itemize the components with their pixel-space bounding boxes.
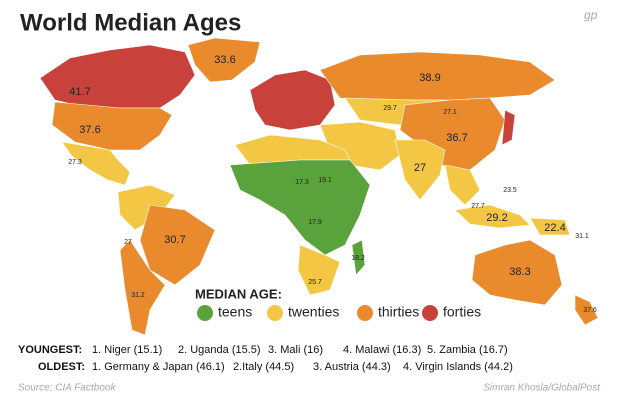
map-label: 31.1 bbox=[575, 233, 589, 240]
map-label: 38.3 bbox=[509, 266, 530, 278]
madagascar bbox=[351, 239, 366, 276]
japan bbox=[501, 109, 516, 146]
map-label: 27 bbox=[124, 239, 132, 246]
map-label: 27.3 bbox=[68, 159, 82, 166]
usa bbox=[51, 101, 173, 151]
africa bbox=[229, 159, 371, 256]
source: Source: CIA Factbook bbox=[18, 383, 116, 394]
legend-label: teens bbox=[218, 304, 252, 320]
legend-swatch bbox=[357, 305, 373, 321]
world-map bbox=[39, 37, 599, 336]
logo: gp bbox=[584, 8, 598, 22]
mexico bbox=[61, 141, 131, 186]
youngest-item: 4. Malawi (16.3) bbox=[343, 344, 421, 356]
map-label: 22.4 bbox=[544, 222, 565, 234]
map-label: 29.7 bbox=[383, 105, 397, 112]
map-label: 27.1 bbox=[443, 109, 457, 116]
map-label: 27 bbox=[414, 162, 426, 174]
oldest-label: OLDEST: bbox=[38, 361, 85, 373]
canada bbox=[39, 44, 196, 109]
indonesia bbox=[454, 204, 531, 229]
oldest-item: 1. Germany & Japan (46.1) bbox=[92, 361, 225, 373]
southeast-asia bbox=[444, 164, 481, 206]
new-zealand bbox=[574, 294, 599, 326]
youngest-list: YOUNGEST: 1. Niger (15.1) 2. Uganda (15.… bbox=[18, 344, 508, 356]
oldest-list: OLDEST: 1. Germany & Japan (46.1) 2.Ital… bbox=[38, 361, 513, 373]
australia bbox=[471, 239, 563, 306]
legend-swatch bbox=[197, 305, 213, 321]
map-label: 27.7 bbox=[471, 203, 485, 210]
oldest-item: 4. Virgin Islands (44.2) bbox=[403, 361, 513, 373]
map-label: 38.9 bbox=[419, 72, 440, 84]
brazil bbox=[139, 204, 216, 286]
oldest-item: 2.Italy (44.5) bbox=[233, 361, 294, 373]
map-label: 36.7 bbox=[446, 132, 467, 144]
youngest-item: 5. Zambia (16.7) bbox=[427, 344, 508, 356]
papua bbox=[529, 217, 571, 236]
youngest-item: 1. Niger (15.1) bbox=[92, 344, 162, 356]
legend-label: forties bbox=[443, 304, 481, 320]
legend: MEDIAN AGE: teens twenties thirties forties bbox=[195, 286, 481, 321]
youngest-item: 3. Mali (16) bbox=[268, 344, 323, 356]
map-labels: 33.6 41.7 37.6 27.3 30.7 31.2 27 38.9 29… bbox=[68, 54, 597, 314]
southern-africa bbox=[297, 244, 341, 296]
map-label: 29.2 bbox=[486, 212, 507, 224]
oldest-item: 3. Austria (44.3) bbox=[313, 361, 391, 373]
title: World Median Ages bbox=[20, 9, 241, 36]
south-america-south bbox=[119, 239, 166, 336]
youngest-item: 2. Uganda (15.5) bbox=[178, 344, 261, 356]
map-label: 33.6 bbox=[214, 54, 235, 66]
map-label: 17.9 bbox=[308, 219, 322, 226]
europe bbox=[249, 69, 336, 131]
map-label: 25.7 bbox=[308, 279, 322, 286]
map-label: 37.6 bbox=[79, 124, 100, 136]
map-label: 18.2 bbox=[351, 255, 365, 262]
map-label: 31.2 bbox=[131, 292, 145, 299]
map-label: 23.5 bbox=[503, 187, 517, 194]
legend-swatch bbox=[267, 305, 283, 321]
credit: Simran Khosla/GlobalPost bbox=[483, 383, 601, 394]
map-label: 30.7 bbox=[164, 234, 185, 246]
legend-label: thirties bbox=[378, 304, 419, 320]
legend-swatch bbox=[422, 305, 438, 321]
map-label: 19.1 bbox=[318, 177, 332, 184]
india bbox=[394, 139, 446, 201]
greenland bbox=[187, 37, 261, 83]
map-label: 41.7 bbox=[69, 86, 90, 98]
legend-title: MEDIAN AGE: bbox=[195, 286, 282, 301]
map-label: 17.3 bbox=[295, 179, 309, 186]
legend-label: twenties bbox=[288, 304, 339, 320]
china bbox=[399, 97, 506, 171]
youngest-label: YOUNGEST: bbox=[18, 344, 82, 356]
map-label: 37.6 bbox=[583, 307, 597, 314]
